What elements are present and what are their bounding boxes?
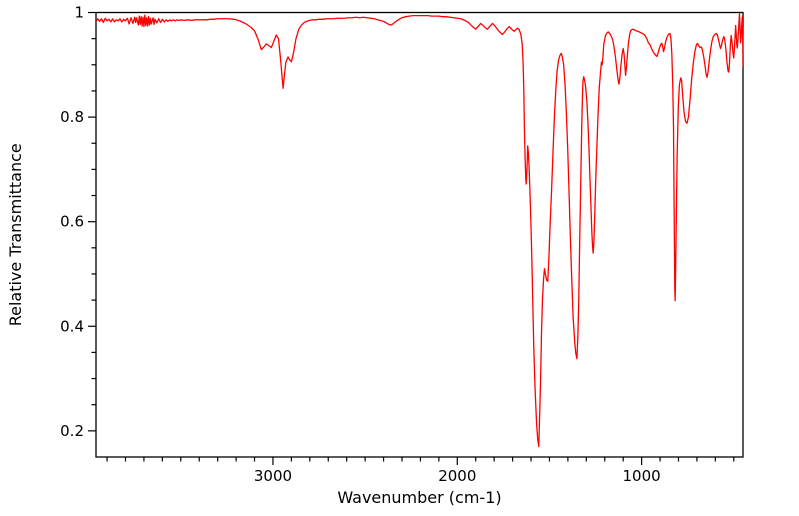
x-tick-label: 1000 <box>623 467 661 485</box>
y-tick-label: 1 <box>74 4 84 22</box>
x-tick-label: 3000 <box>254 467 292 485</box>
y-axis-title: Relative Transmittance <box>6 143 25 326</box>
spectrum-series <box>95 12 744 448</box>
x-axis-title: Wavenumber (cm-1) <box>337 488 501 507</box>
x-tick-label: 2000 <box>438 467 476 485</box>
y-tick-label: 0.6 <box>60 213 84 231</box>
y-tick-label: 0.2 <box>60 422 84 440</box>
axis-tick-labels: 3000 2000 1000 1 0.8 0.6 0.4 0.2 <box>60 4 661 486</box>
plot-frame <box>95 11 744 458</box>
y-tick-label: 0.8 <box>60 108 84 126</box>
spectrum-line <box>95 12 744 448</box>
axis-ticks <box>88 11 735 465</box>
y-tick-label: 0.4 <box>60 317 84 335</box>
axes-frame <box>95 11 744 458</box>
